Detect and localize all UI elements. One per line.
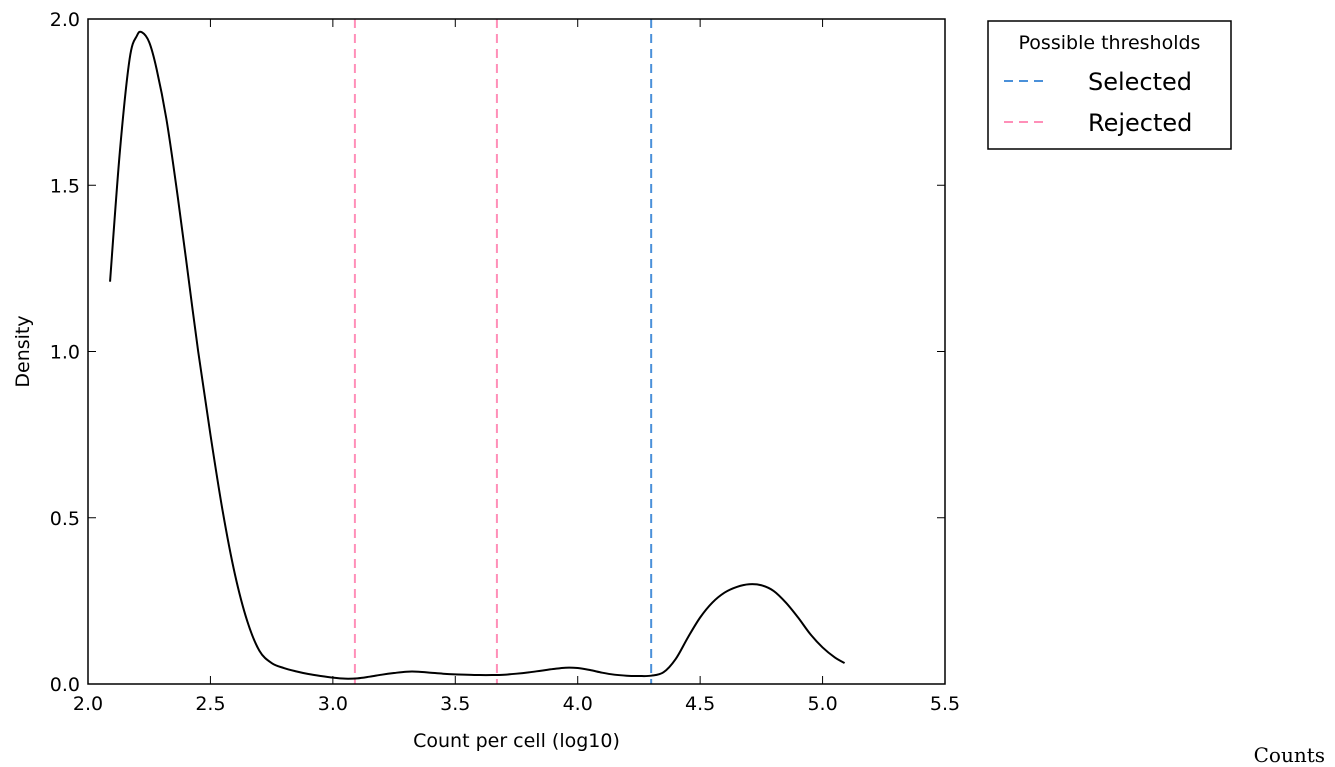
x-tick-label: 3.0 — [318, 693, 348, 715]
threshold-lines — [353, 19, 653, 684]
legend-label-selected: Selected — [1088, 68, 1192, 96]
y-tick-label: 0.0 — [50, 674, 80, 696]
legend-label-rejected: Rejected — [1088, 109, 1192, 137]
x-tick-label: 2.0 — [73, 693, 103, 715]
plot-area-frame — [87, 18, 946, 685]
y-tick-label: 0.5 — [50, 508, 80, 530]
legend-box — [987, 20, 1232, 150]
y-axis-ticks: 0.0 0.5 1.0 1.5 2.0 — [50, 9, 945, 696]
y-tick-label: 1.5 — [50, 175, 80, 197]
x-axis-ticks: 2.0 2.5 3.0 3.5 4.0 4.5 5.0 5.5 — [73, 19, 960, 715]
density-curve — [109, 30, 846, 680]
legend: Possible thresholds Selected Rejected — [987, 20, 1232, 150]
x-tick-label: 4.5 — [685, 693, 715, 715]
x-tick-label: 4.0 — [563, 693, 593, 715]
x-axis-label: Count per cell (log10) — [413, 730, 620, 752]
x-tick-label: 5.5 — [930, 693, 960, 715]
x-tick-label: 3.5 — [440, 693, 470, 715]
legend-entries: Selected Rejected — [1004, 68, 1192, 137]
x-tick-label: 5.0 — [807, 693, 837, 715]
legend-title: Possible thresholds — [1019, 32, 1201, 54]
y-axis-label: Density — [12, 315, 34, 387]
y-tick-label: 1.0 — [50, 342, 80, 364]
caption-text: Counts — [1253, 743, 1325, 767]
y-tick-label: 2.0 — [50, 9, 80, 31]
x-tick-label: 2.5 — [195, 693, 225, 715]
